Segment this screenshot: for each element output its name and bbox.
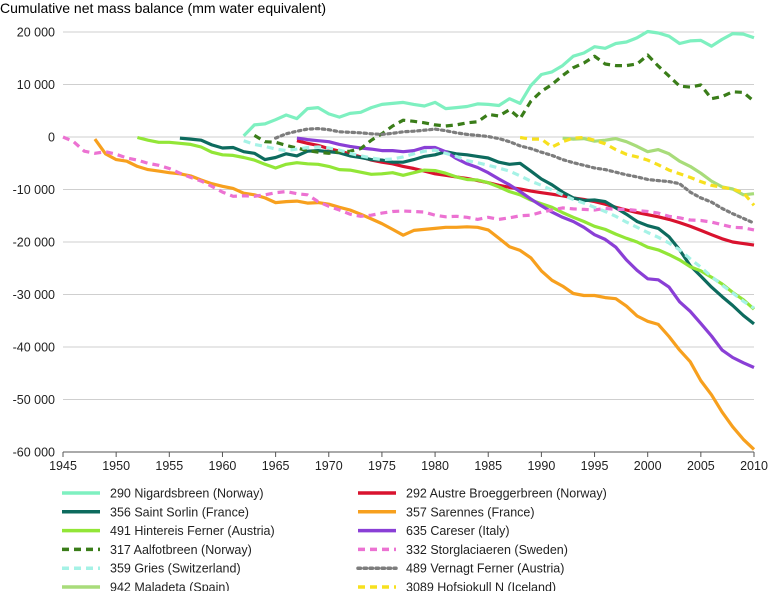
series-line: [93, 138, 756, 451]
x-tick-label: 1955: [155, 459, 183, 473]
x-tick-label: 2005: [687, 459, 715, 473]
x-tick-label: 1995: [581, 459, 609, 473]
series-lines: [62, 29, 756, 451]
legend-entry: 332 Storglaciaeren (Sweden): [406, 543, 568, 557]
x-tick-label: 1980: [421, 459, 449, 473]
x-tick-label: 1960: [209, 459, 237, 473]
series-line: [242, 29, 755, 138]
y-tick-label: -60 000: [13, 446, 55, 460]
legend-entry: 356 Saint Sorlin (France): [110, 505, 249, 519]
legend-entry: 635 Careser (Italy): [406, 524, 510, 538]
x-tick-label: 1950: [102, 459, 130, 473]
x-tick-label: 1985: [474, 459, 502, 473]
series-line: [519, 135, 756, 207]
series-line: [179, 136, 755, 326]
grid: [63, 31, 754, 453]
y-tick-label: -40 000: [13, 341, 55, 355]
legend-entry: 489 Vernagt Ferner (Austria): [406, 562, 564, 576]
x-tick-label: 1990: [527, 459, 555, 473]
legend-entry: 317 Aalfotbreen (Norway): [110, 543, 252, 557]
series-line: [562, 136, 755, 197]
y-tick-label: -30 000: [13, 288, 55, 302]
y-tick-label: 0: [48, 131, 55, 145]
legend-entry: 292 Austre Broeggerbreen (Norway): [406, 487, 607, 501]
x-tick-label: 1975: [368, 459, 396, 473]
x-tick-label: 1970: [315, 459, 343, 473]
y-tick-label: 10 000: [17, 78, 55, 92]
x-tick-label: 1945: [49, 459, 77, 473]
y-tick-label: 20 000: [17, 26, 55, 40]
legend-entry: 3089 Hofsjokull N (Iceland): [406, 581, 556, 591]
legend-entry: 942 Maladeta (Spain): [110, 581, 230, 591]
legend-entry: 359 Gries (Switzerland): [110, 562, 241, 576]
series-line: [296, 136, 755, 369]
legend-entry: 491 Hintereis Ferner (Austria): [110, 524, 275, 538]
axes: 20 000 10 000 0 -10 000 -20 000 -30 000 -40 00…: [13, 26, 768, 474]
series-line: [137, 135, 756, 311]
series-line: [253, 53, 756, 155]
legend-entry: 290 Nigardsbreen (Norway): [110, 487, 264, 501]
y-tick-label: -50 000: [13, 393, 55, 407]
legend: 290 Nigardsbreen (Norway) 292 Austre Broe…: [62, 487, 607, 591]
legend-entry: 357 Sarennes (France): [406, 505, 535, 519]
series-line: [274, 127, 756, 225]
y-tick-label: -10 000: [13, 183, 55, 197]
y-tick-label: -20 000: [13, 236, 55, 250]
series-line: [62, 135, 755, 232]
x-tick-label: 1965: [262, 459, 290, 473]
y-axis-label: Cumulative net mass balance (mm water eq…: [0, 0, 326, 16]
series-line: [243, 139, 755, 310]
x-tick-label: 2010: [740, 459, 768, 473]
x-tick-label: 2000: [634, 459, 662, 473]
